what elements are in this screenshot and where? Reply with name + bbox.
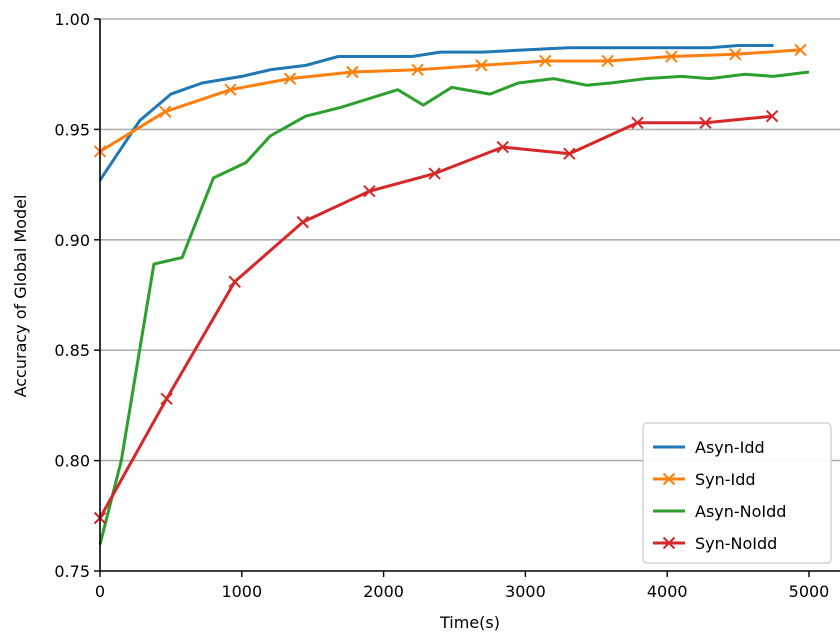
legend-item-syn-noidd: Syn-NoIdd [653,534,777,553]
data-point-syn-idd [665,50,678,63]
data-point-syn-idd [411,63,424,76]
series-line-syn-idd [99,48,801,153]
x-tick-label: 2000 [363,582,404,601]
series-line-asyn-idd [98,44,774,182]
series-syn-noidd [93,109,779,525]
legend-item-syn-idd: Syn-Idd [653,470,756,489]
legend-label: Asyn-Idd [695,438,765,457]
legend-item-asyn-noidd: Asyn-NoIdd [653,502,786,521]
data-point-syn-noidd [160,392,173,405]
data-point-syn-noidd [428,167,441,180]
legend-marker [662,472,676,486]
data-point-syn-noidd [228,275,241,288]
data-point-syn-idd [283,72,297,85]
data-point-syn-noidd [699,116,712,129]
x-tick-label: 0 [95,582,105,601]
series-asyn-noidd [98,70,810,545]
x-tick-label: 5000 [789,582,830,601]
y-tick-label: 0.85 [54,341,90,360]
data-point-syn-noidd [496,140,509,154]
tick-labels: 0.75 0.80 0.85 0.90 0.95 1.00 0 1000 2000 3000 400… [54,10,829,601]
data-point-syn-idd [729,48,742,61]
y-tick-label: 1.00 [54,10,90,29]
data-point-syn-noidd [765,109,779,123]
y-tick-label: 0.75 [54,562,90,581]
data-point-syn-idd [794,43,807,57]
y-tick-label: 0.80 [54,452,90,471]
y-tick-label: 0.95 [54,120,90,139]
legend-label: Syn-Idd [695,470,756,489]
data-point-syn-noidd [563,147,576,160]
data-point-syn-idd [539,54,552,68]
legend: Asyn-Idd Syn-Idd Asyn-NoIdd Syn-NoIdd [642,422,832,564]
series-line-asyn-noidd [98,70,810,545]
data-point-syn-idd [346,65,359,79]
data-point-syn-noidd [363,185,376,198]
legend-marker [662,536,676,550]
legend-label: Asyn-NoIdd [695,502,786,521]
legend-item-asyn-idd: Asyn-Idd [653,438,765,457]
legend-box [642,422,832,564]
x-tick-label: 3000 [505,582,546,601]
x-tick-label: 1000 [221,582,262,601]
data-point-syn-noidd [631,116,644,129]
y-tick-label: 0.90 [54,231,90,250]
y-axis-title: Accuracy of Global Model [11,195,30,398]
axes [94,18,840,577]
series-asyn-idd [98,44,774,182]
grid-lines [100,18,840,462]
x-axis-title: Time(s) [439,613,500,632]
data-point-syn-noidd [296,215,309,229]
data-point-syn-idd [601,54,614,68]
data-point-syn-idd [159,105,172,118]
data-point-syn-idd [475,59,488,72]
legend-label: Syn-NoIdd [695,534,777,553]
series-lines [93,43,810,545]
series-syn-idd [93,43,807,158]
x-tick-label: 4000 [647,582,688,601]
data-point-syn-idd [224,83,237,96]
